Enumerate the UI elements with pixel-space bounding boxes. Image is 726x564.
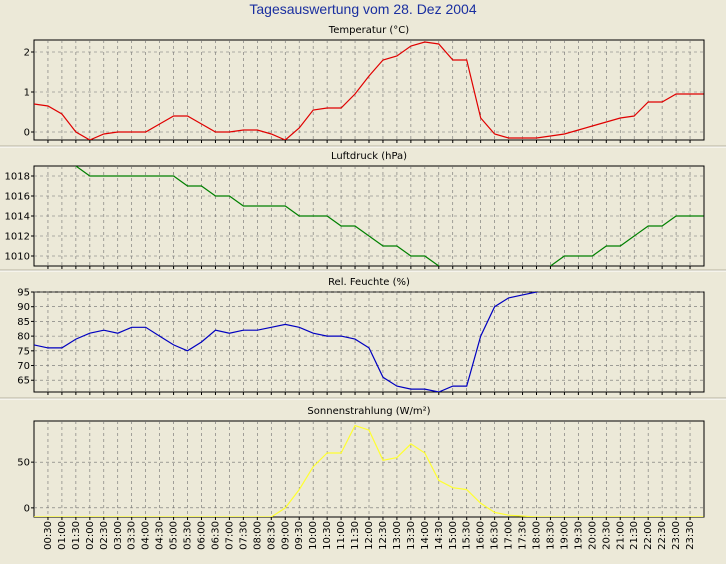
x-tick-label: 19:30 [573, 521, 584, 550]
x-tick-label: 21:00 [615, 521, 626, 550]
panel-title: Sonnenstrahlung (W/m²) [307, 406, 430, 417]
panel-1: Temperatur (°C) 0 1 2 [24, 25, 705, 143]
x-tick-label: 06:30 [210, 521, 221, 550]
x-tick-label: 00:30 [43, 521, 54, 550]
y-tick-label: 1 [24, 88, 30, 99]
series-line [34, 41, 704, 140]
x-tick-label: 12:00 [364, 521, 375, 550]
series-line [34, 292, 540, 392]
x-tick-label: 03:30 [127, 521, 138, 550]
y-tick-label: 1010 [5, 252, 30, 263]
y-tick-label: 1018 [5, 172, 30, 183]
x-tick-label: 05:00 [169, 521, 180, 550]
x-tick-label: 15:30 [462, 521, 473, 550]
x-tick-label: 20:30 [601, 521, 612, 550]
x-tick-label: 14:30 [434, 521, 445, 550]
y-tick-label: 95 [17, 288, 30, 299]
x-tick-label: 15:00 [448, 521, 459, 550]
x-tick-label: 21:30 [629, 521, 640, 550]
x-tick-label: 02:00 [85, 521, 96, 550]
y-tick-label: 90 [17, 302, 30, 313]
y-tick-label: 2 [24, 48, 30, 59]
x-tick-label: 09:00 [280, 521, 291, 550]
x-tick-label: 04:00 [141, 521, 152, 550]
x-tick-label: 23:00 [671, 521, 682, 550]
x-tick-label: 07:00 [224, 521, 235, 550]
x-tick-label: 10:00 [308, 521, 319, 550]
y-tick-label: 1014 [5, 212, 30, 223]
x-tick-label: 13:00 [392, 521, 403, 550]
panel-4: Sonnenstrahlung (W/m²) 0 50 [17, 406, 705, 520]
x-tick-label: 08:00 [252, 521, 263, 550]
page-title: Tagesauswertung vom 28. Dez 2004 [249, 1, 477, 17]
x-tick-label: 11:00 [336, 521, 347, 550]
y-tick-label: 1012 [5, 232, 30, 243]
x-tick-label: 03:00 [113, 521, 124, 550]
x-tick-label: 11:30 [350, 521, 361, 550]
x-tick-label: 01:00 [57, 521, 68, 550]
x-tick-label: 09:30 [294, 521, 305, 550]
x-tick-label: 22:00 [643, 521, 654, 550]
series-line [34, 424, 704, 517]
series-line [74, 166, 704, 266]
x-tick-label: 18:30 [545, 521, 556, 550]
x-tick-label: 22:30 [657, 521, 668, 550]
x-tick-label: 18:00 [532, 521, 543, 550]
y-tick-label: 0 [24, 503, 30, 514]
y-tick-label: 75 [17, 346, 30, 357]
x-tick-label: 23:30 [685, 521, 696, 550]
panel-2: Luftdruck (hPa) 1010 1012 1014 1016 1018 [5, 151, 705, 269]
x-tick-label: 13:30 [406, 521, 417, 550]
x-tick-label: 14:00 [420, 521, 431, 550]
y-tick-label: 70 [17, 361, 30, 372]
x-tick-label: 17:30 [518, 521, 529, 550]
y-tick-label: 1016 [5, 192, 30, 203]
x-tick-label: 08:30 [266, 521, 277, 550]
y-tick-label: 0 [24, 128, 30, 139]
x-tick-label: 12:30 [378, 521, 389, 550]
x-tick-label: 05:30 [183, 521, 194, 550]
x-tick-label: 20:00 [587, 521, 598, 550]
panel-title: Temperatur (°C) [328, 25, 409, 36]
x-tick-label: 19:00 [559, 521, 570, 550]
x-tick-label: 07:30 [238, 521, 249, 550]
x-tick-label: 16:00 [476, 521, 487, 550]
y-tick-label: 80 [17, 332, 30, 343]
x-tick-label: 10:30 [322, 521, 333, 550]
panel-title: Rel. Feuchte (%) [328, 277, 410, 288]
x-tick-label: 01:30 [71, 521, 82, 550]
y-tick-label: 85 [17, 317, 30, 328]
x-tick-label: 16:30 [490, 521, 501, 550]
panel-3: Rel. Feuchte (%) 65 70 75 80 85 90 95 [17, 277, 705, 395]
y-tick-label: 50 [17, 458, 30, 469]
x-tick-label: 06:00 [197, 521, 208, 550]
x-tick-label: 02:30 [99, 521, 110, 550]
x-tick-label: 04:30 [155, 521, 166, 550]
y-tick-label: 65 [17, 376, 30, 387]
panel-title: Luftdruck (hPa) [331, 151, 407, 162]
x-tick-label: 17:00 [504, 521, 515, 550]
